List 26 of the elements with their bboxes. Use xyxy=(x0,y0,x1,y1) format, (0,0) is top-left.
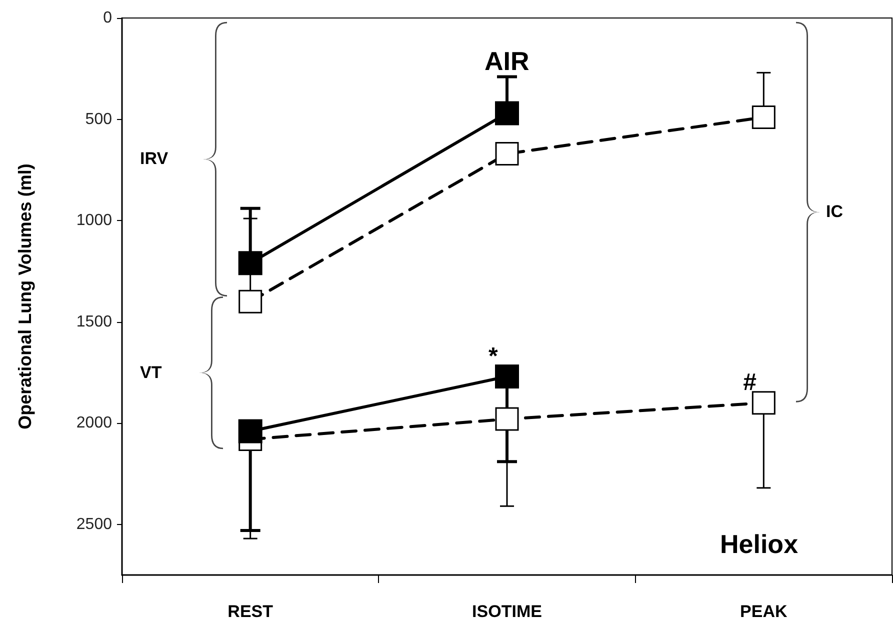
x-tick-label: ISOTIME xyxy=(472,602,542,621)
point xyxy=(495,364,519,389)
point xyxy=(495,142,519,166)
annotation: * xyxy=(488,342,498,370)
y-tick-label: 500 xyxy=(85,110,112,128)
annotation: VT xyxy=(140,362,162,383)
annotation: # xyxy=(743,368,757,397)
annotation: AIR xyxy=(484,46,530,77)
annotation: IC xyxy=(826,202,843,222)
point xyxy=(495,101,519,126)
x-tick-label: REST xyxy=(228,602,274,621)
point xyxy=(238,290,262,314)
point xyxy=(752,391,776,415)
point xyxy=(238,419,262,444)
y-axis-title: Operational Lung Volumes (ml) xyxy=(15,164,35,430)
point xyxy=(238,251,262,276)
annotation: Heliox xyxy=(720,528,798,560)
y-tick-label: 1000 xyxy=(76,212,112,230)
y-tick-label: 0 xyxy=(103,10,112,26)
point xyxy=(752,105,776,129)
y-tick-label: 2500 xyxy=(76,516,112,533)
x-tick-label: PEAK xyxy=(740,602,788,621)
annotation: IRV xyxy=(140,149,168,170)
y-tick-label: 2000 xyxy=(76,414,112,432)
point xyxy=(495,407,519,431)
y-tick-label: 1500 xyxy=(76,313,112,330)
